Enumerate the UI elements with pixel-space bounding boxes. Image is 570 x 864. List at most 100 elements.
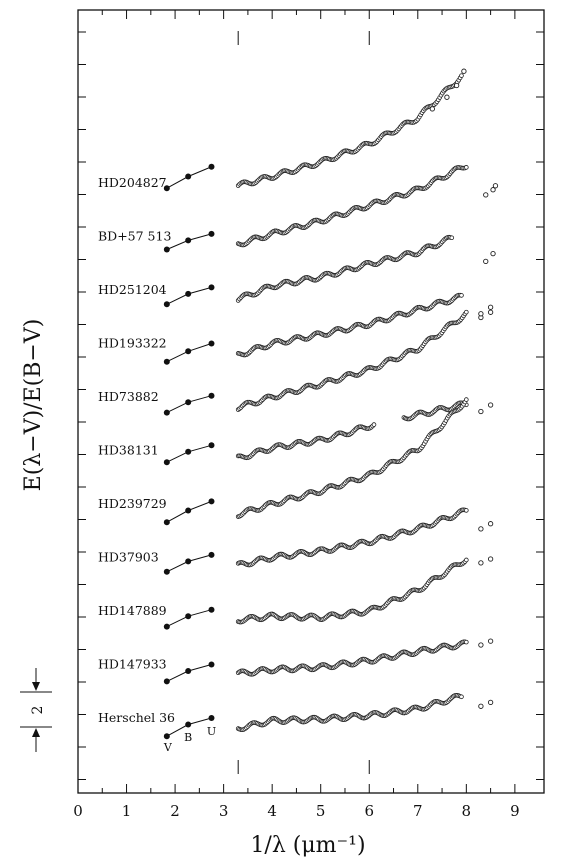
- vbu-point: [208, 606, 215, 613]
- vbu-point: [163, 623, 170, 630]
- data-layer: HD204827 BD+57 513 HD251204 HD193322 HD73882…: [98, 68, 499, 754]
- data-point: [464, 165, 469, 170]
- vbu-point: [208, 442, 215, 449]
- vbu-point: [208, 551, 215, 558]
- vbu-point: [208, 715, 215, 721]
- vbu-point: [163, 678, 170, 685]
- series-hd251204: HD251204: [98, 234, 496, 308]
- vbu-point: [163, 358, 170, 365]
- x-tick-label: 3: [219, 802, 229, 820]
- series-hd147933: HD147933: [98, 638, 494, 685]
- data-point: [464, 557, 469, 563]
- data-point: [371, 422, 377, 427]
- y-axis-label: E(λ−V)/E(B−V): [21, 319, 46, 492]
- data-point: [459, 293, 464, 298]
- band-label-b: B: [184, 731, 192, 744]
- series-label: HD38131: [98, 443, 159, 458]
- vbu-point: [208, 340, 215, 347]
- data-point: [459, 694, 464, 700]
- vbu-point: [163, 733, 170, 740]
- band-label-u: U: [207, 725, 216, 738]
- vbu-point: [185, 558, 192, 565]
- x-tick-label: 8: [462, 802, 472, 820]
- fuv-point: [478, 311, 484, 317]
- plot-border: [77, 9, 545, 794]
- fuv-point: [487, 638, 494, 644]
- data-point: [464, 397, 469, 402]
- axis-ticks: 0 1 2 3 4 5 6 7 8 9: [73, 10, 544, 820]
- x-tick-label: 2: [170, 802, 180, 820]
- plot-frame: [77, 9, 545, 794]
- data-point: [464, 508, 469, 513]
- vbu-point: [185, 613, 192, 620]
- series-hd38131: HD38131: [98, 400, 494, 466]
- fuv-point: [490, 250, 496, 257]
- series-hd193322: HD193322: [98, 292, 494, 365]
- fuv-point: [492, 183, 499, 189]
- fuv-point: [483, 258, 489, 265]
- fuv-point: [487, 309, 494, 315]
- series-label: HD37903: [98, 550, 159, 565]
- fuv-point: [478, 408, 484, 415]
- vbu-point: [163, 185, 170, 192]
- series-hd204827: HD204827: [98, 68, 467, 192]
- fuv-point: [487, 521, 494, 527]
- vbu-point: [208, 163, 215, 170]
- vbu-point: [163, 301, 170, 308]
- data-point: [464, 639, 469, 645]
- fuv-point: [487, 699, 494, 706]
- series-label: HD193322: [98, 336, 167, 351]
- fuv-point: [478, 642, 484, 648]
- series-label: HD204827: [98, 175, 167, 190]
- series-label: HD147889: [98, 603, 167, 618]
- series-bd-57-513: BD+57 513: [98, 165, 499, 253]
- vbu-point: [185, 448, 192, 455]
- x-tick-label: 1: [122, 802, 132, 820]
- series-label: HD147933: [98, 657, 167, 672]
- x-tick-label: 4: [267, 802, 277, 820]
- series-hd37903: HD37903: [98, 507, 494, 575]
- vbu-point: [185, 507, 192, 514]
- fuv-point: [483, 192, 489, 198]
- vbu-point: [163, 409, 170, 416]
- vbu-point: [208, 230, 215, 237]
- fuv-point: [490, 187, 496, 193]
- vbu-point: [163, 519, 170, 526]
- vbu-point: [163, 459, 170, 466]
- data-point: [464, 309, 469, 315]
- fuv-point: [487, 402, 494, 408]
- vbu-point: [185, 399, 192, 406]
- data-point: [449, 235, 455, 241]
- series-hd239729: HD239729: [98, 397, 469, 526]
- series-label: BD+57 513: [98, 229, 171, 244]
- vbu-point: [185, 290, 192, 297]
- x-tick-label: 7: [413, 802, 423, 820]
- fuv-point: [429, 106, 436, 112]
- series-hd147889: HD147889: [98, 556, 494, 630]
- x-tick-label: 6: [364, 802, 374, 820]
- fuv-point: [487, 556, 494, 562]
- vbu-point: [185, 721, 192, 728]
- vbu-point: [208, 284, 215, 291]
- data-point: [459, 73, 464, 78]
- offset-scale-label: 2: [30, 706, 46, 715]
- x-tick-label: 5: [316, 802, 326, 820]
- fuv-point: [453, 82, 460, 89]
- vbu-point: [208, 661, 215, 668]
- x-tick-label: 9: [510, 802, 520, 820]
- series-label: HD251204: [98, 282, 167, 297]
- fuv-point: [487, 304, 494, 310]
- vbu-point: [185, 348, 192, 355]
- fuv-point: [461, 68, 467, 74]
- series-label: Herschel 36: [98, 710, 175, 725]
- fuv-point: [478, 526, 484, 532]
- series-label: HD73882: [98, 389, 159, 404]
- vbu-point: [163, 246, 170, 253]
- fuv-point: [478, 560, 484, 566]
- series-hd73882: HD73882: [98, 304, 494, 416]
- band-label-v: V: [163, 741, 173, 754]
- offset-scale-bar: 2: [20, 668, 52, 752]
- vbu-point: [163, 568, 170, 575]
- x-axis-label: 1/λ (μm⁻¹): [250, 833, 365, 858]
